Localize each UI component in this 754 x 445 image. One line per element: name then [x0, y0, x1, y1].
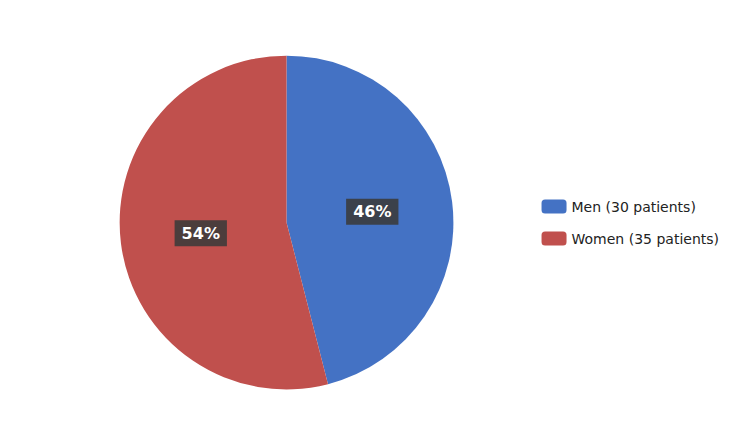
svg-text:46%: 46%	[353, 202, 391, 221]
svg-text:Women (35 patients): Women (35 patients)	[572, 231, 719, 247]
svg-text:Men (30 patients): Men (30 patients)	[572, 199, 696, 215]
svg-text:54%: 54%	[182, 224, 220, 243]
